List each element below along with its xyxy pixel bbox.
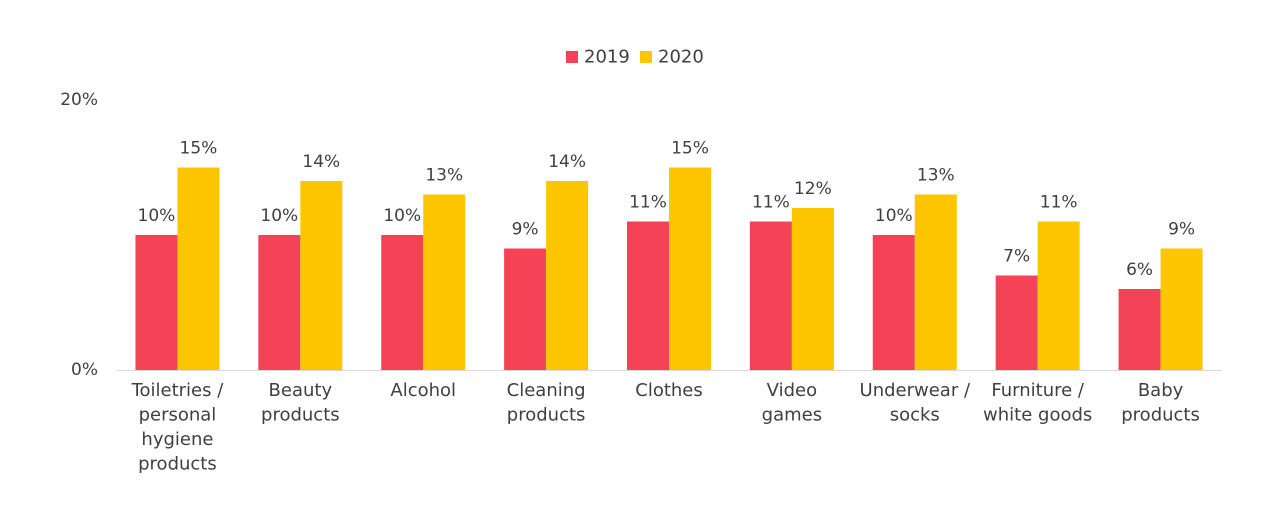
bar-value-label: 13% [917, 166, 955, 186]
bar-value-label: 10% [383, 206, 421, 226]
x-category-label-line: personal [139, 404, 217, 425]
bar-value-label: 7% [1003, 247, 1030, 267]
bar-value-label: 14% [548, 152, 586, 172]
x-category-label-line: hygiene [141, 429, 213, 450]
x-category-label: Furniture / white goods [983, 380, 1092, 426]
x-category-label-line: Toiletries / [131, 380, 225, 401]
y-tick-label: 0% [71, 360, 98, 380]
bar-2019 [1118, 289, 1161, 370]
bar-value-label: 14% [302, 152, 340, 172]
legend-swatch-2019 [566, 51, 578, 63]
x-category-label-line: Baby [1138, 380, 1184, 401]
bar-group: 10%13% [381, 166, 466, 370]
x-category-label: Alcohol [390, 380, 456, 401]
bar-2020 [1160, 248, 1203, 370]
legend: 2019 2020 [566, 47, 704, 68]
x-category-label: Toiletries / personal hygiene products [131, 380, 225, 475]
x-category-label-line: socks [890, 404, 940, 425]
bar-value-label: 11% [629, 193, 667, 213]
bar-2019 [872, 235, 915, 370]
bar-group: 6% 9% [1118, 220, 1203, 370]
bar-group: 10%13% [872, 166, 957, 370]
y-axis: 0% 20% [60, 90, 98, 380]
bar-value-label: 13% [425, 166, 463, 186]
bar-value-label: 10% [875, 206, 913, 226]
legend-label-2019: 2019 [584, 47, 630, 68]
bar-2019 [135, 235, 178, 370]
bar-2020 [177, 167, 220, 370]
x-category-label: Underwear / socks [860, 380, 971, 426]
bar-value-label: 11% [1040, 193, 1078, 213]
x-category-label-line: Alcohol [390, 380, 456, 401]
bar-value-label: 12% [794, 179, 832, 199]
bar-value-label: 10% [260, 206, 298, 226]
bar-2019 [627, 221, 669, 370]
x-category-label: Baby products [1121, 380, 1200, 426]
bar-2019 [749, 221, 792, 370]
bar-2020 [791, 208, 834, 370]
bar-value-label: 6% [1126, 260, 1153, 280]
bar-2019 [504, 248, 547, 370]
legend-label-2020: 2020 [658, 47, 704, 68]
x-category-label-line: Video [767, 380, 817, 401]
bar-group: 11% 15% [627, 139, 711, 370]
bar-group: 10% 14% [258, 152, 343, 370]
bars: 10%15%10%14%10%13%9%14%11%15%11%12%10%13… [135, 139, 1203, 370]
x-category-label: Clothes [635, 380, 703, 401]
bar-2019 [258, 235, 301, 370]
x-axis: Toiletries / personal hygiene productsBeaut… [116, 370, 1222, 475]
x-category-label-line: products [507, 404, 586, 425]
bar-group: 7% 11% [995, 193, 1080, 370]
x-category-label-line: products [138, 453, 217, 474]
bar-group: 10% 15% [135, 139, 220, 370]
x-category-label-line: products [261, 404, 340, 425]
x-category-label-line: Beauty [269, 380, 333, 401]
bar-2019 [995, 275, 1038, 370]
x-category-label-line: games [762, 404, 822, 425]
bar-value-label: 10% [138, 206, 176, 226]
bar-2020 [914, 194, 957, 370]
bar-2020 [1037, 221, 1080, 370]
bar-2020 [423, 194, 466, 370]
x-category-label: Beauty products [261, 380, 340, 426]
bar-group: 9% 14% [504, 152, 589, 370]
bar-value-label: 15% [671, 139, 709, 159]
x-category-label: Cleaning products [507, 380, 586, 426]
bar-value-label: 9% [1168, 220, 1195, 240]
bar-value-label: 9% [512, 220, 539, 240]
bar-2019 [381, 235, 424, 370]
x-category-label-line: Cleaning [507, 380, 586, 401]
x-category-label-line: Furniture / [991, 380, 1085, 401]
bar-2020 [669, 167, 711, 370]
legend-swatch-2020 [640, 51, 652, 63]
y-tick-label: 20% [60, 90, 98, 110]
x-category-label-line: white goods [983, 404, 1092, 425]
x-category-label-line: Underwear / [860, 380, 971, 401]
bar-value-label: 15% [180, 139, 218, 159]
bar-2020 [546, 181, 589, 370]
x-category-label: Video games [762, 380, 822, 426]
bar-2020 [300, 181, 343, 370]
bar-value-label: 11% [752, 193, 790, 213]
x-category-label-line: Clothes [635, 380, 703, 401]
bar-group: 11%12% [749, 179, 834, 370]
x-category-label-line: products [1121, 404, 1200, 425]
